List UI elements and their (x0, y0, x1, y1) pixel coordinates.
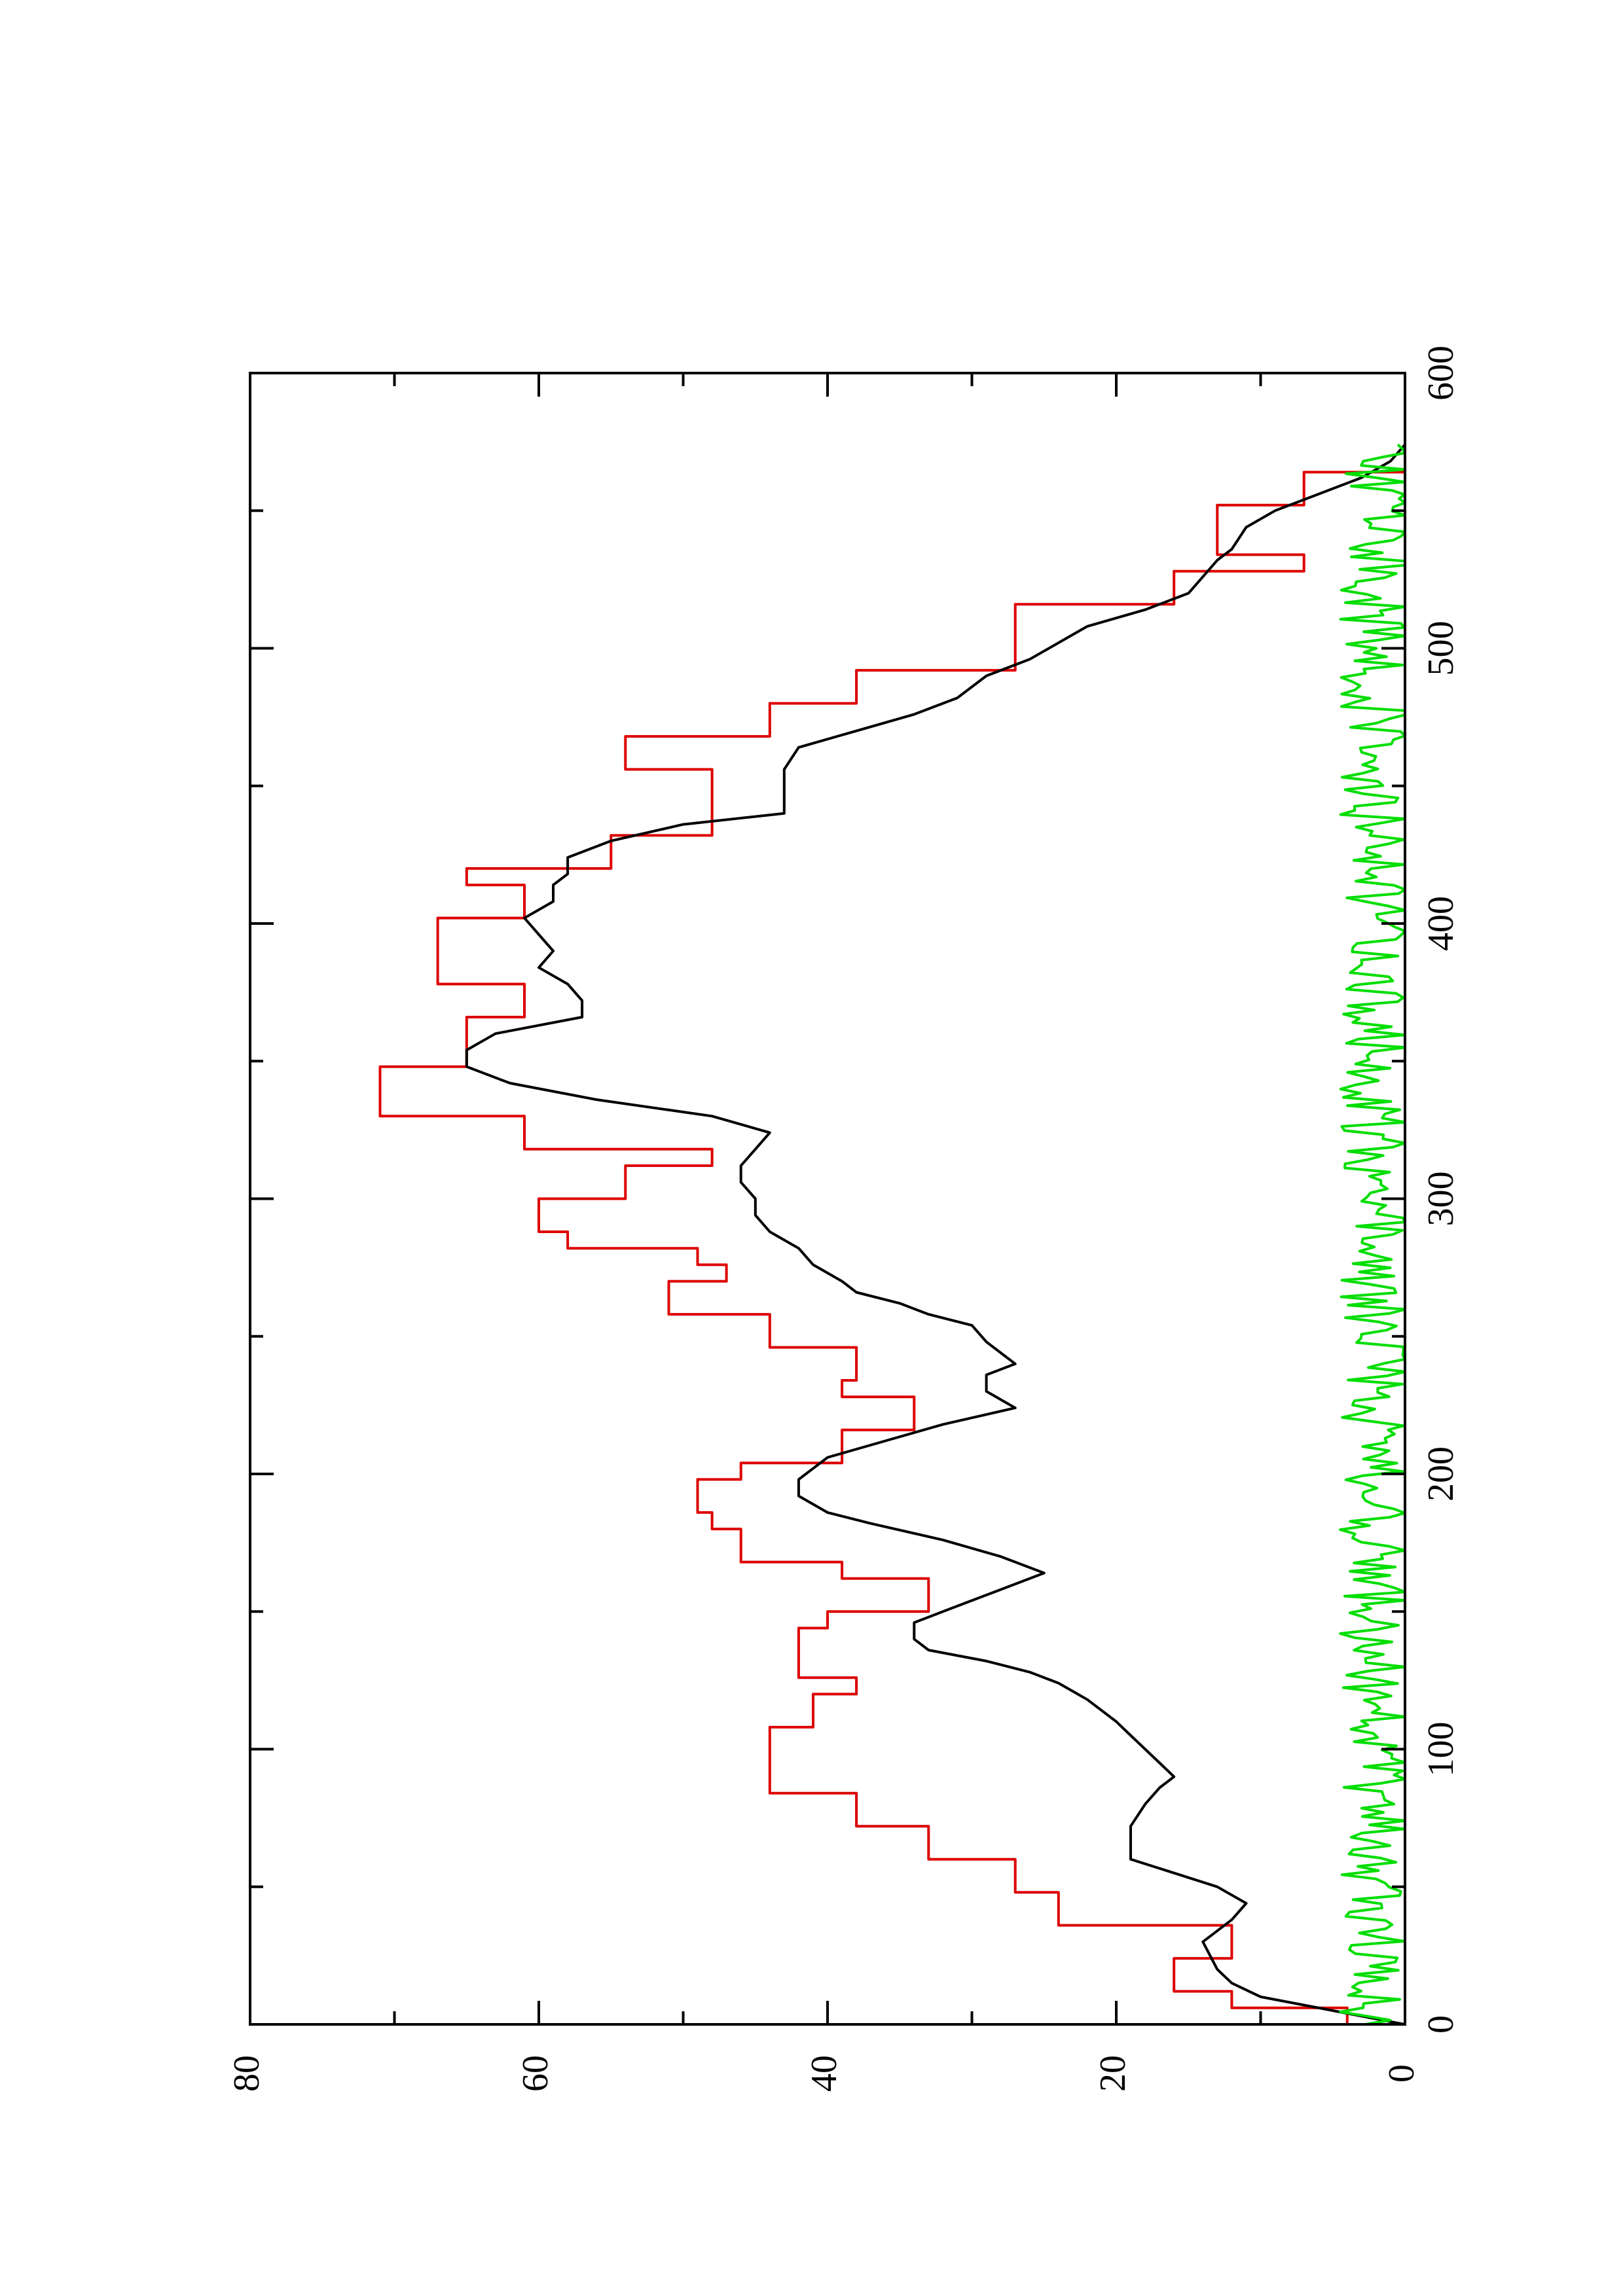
x-tick-label: 400 (1421, 896, 1461, 951)
y-tick-label: 40 (804, 2055, 845, 2092)
axes: 0 100 200 300 400 500 600 0 20 40 60 80 (227, 346, 1461, 2092)
y-tick-label: 20 (1093, 2055, 1133, 2092)
x-tick-label: 500 (1421, 621, 1461, 676)
series-line-0 (378, 444, 1405, 2024)
plot-area (378, 443, 1405, 2024)
y-tick-label: 60 (515, 2055, 556, 2092)
y-tick-label: 80 (227, 2055, 267, 2092)
series-line-2 (1339, 443, 1405, 2024)
x-tick-label: 100 (1421, 1722, 1461, 1777)
x-tick-label: 300 (1421, 1172, 1461, 1227)
x-tick-label: 0 (1421, 2015, 1461, 2034)
series-line-1 (465, 443, 1405, 2024)
x-tick-label: 200 (1421, 1446, 1461, 1501)
plot-frame (249, 372, 1406, 2026)
y-tick-label: 0 (1381, 2064, 1422, 2083)
x-tick-label: 600 (1421, 346, 1461, 401)
